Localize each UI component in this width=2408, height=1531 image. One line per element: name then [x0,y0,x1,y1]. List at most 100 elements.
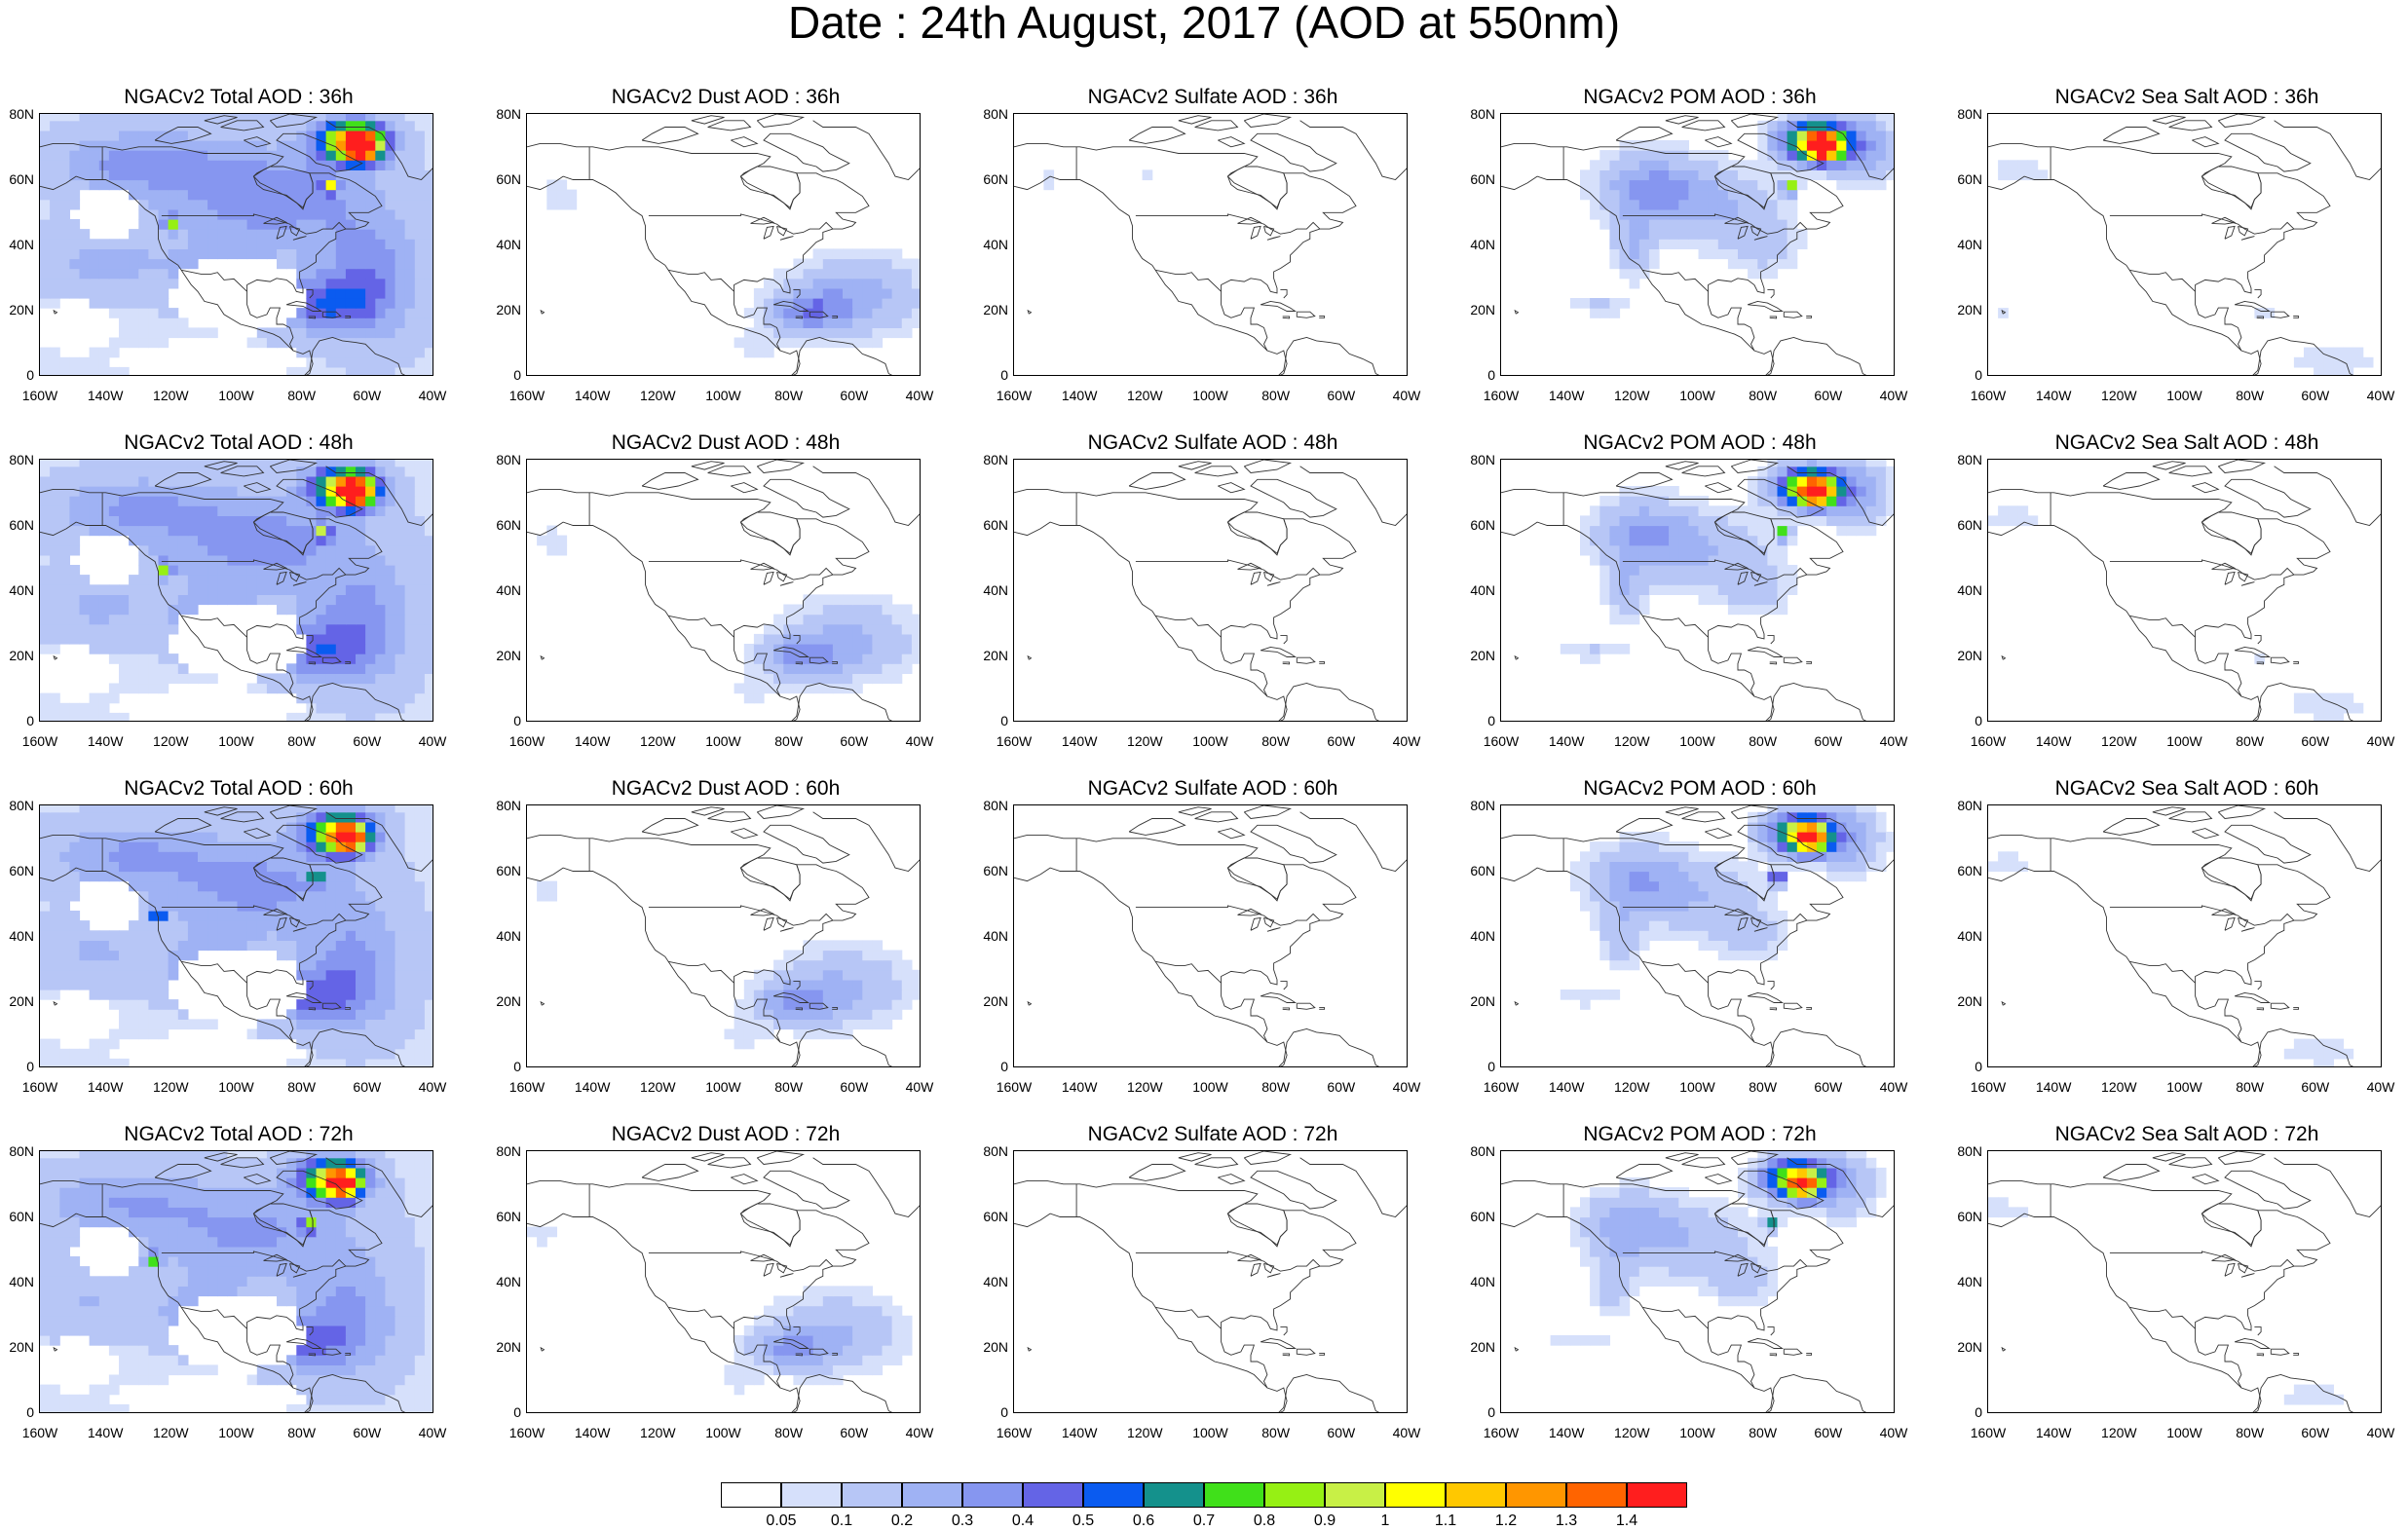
map-area: 80N 60N 40N 20N 0 160W 140W 120W 100W 80W 60W 40W [1470,107,1907,402]
aod-cell [256,911,268,921]
coastline [276,132,363,172]
lat-tick-label: 0 [1000,713,1008,728]
aod-cell [1678,900,1689,912]
aod-cell [1767,505,1779,516]
aod-cell [237,505,248,516]
aod-cell [753,969,765,981]
aod-cell [108,604,120,616]
aod-cell [852,337,863,349]
aod-cell [306,614,318,625]
aod-cell [129,229,139,240]
aod-cell [793,979,805,990]
aod-cell [1875,160,1887,170]
aod-cell [891,673,903,685]
lat-tick-label: 40N [1957,928,1982,944]
aod-cell [69,1048,81,1060]
coastline [154,127,212,144]
aod-cell [424,653,433,664]
aod-cell [1717,920,1729,931]
aod-cell [395,258,406,270]
lon-tick-label: 40W [1879,388,1908,403]
aod-cell [843,298,853,309]
aod-cell [365,692,376,704]
aod-cell [168,189,179,201]
coastline [2109,213,2295,235]
aod-cell [1748,199,1758,210]
lat-tick-label: 0 [1000,367,1008,383]
aod-cell [148,150,160,161]
aod-cell [1717,950,1729,961]
coastline [321,1002,342,1010]
aod-cell [148,911,160,921]
coastline [795,661,803,665]
aod-cell [98,584,110,595]
aod-cell [1638,248,1650,260]
aod-cell [365,832,376,842]
aod-cell [138,554,149,566]
aod-cell [296,712,307,721]
aod-cell [246,890,258,902]
aod-cell [1688,861,1700,873]
aod-cell [89,805,100,813]
coastline [2211,562,2237,571]
aod-cell [395,871,406,882]
aod-cell [365,179,376,191]
coastline [776,225,788,237]
aod-cell [1777,229,1788,240]
aod-cell [753,337,765,349]
lat-tick-label: 0 [1975,713,1982,728]
aod-cell [803,317,814,328]
aod-cell [316,1058,327,1066]
aod-cell [356,604,366,616]
aod-cell [325,851,337,862]
aod-cell [385,999,396,1010]
coastline [1319,1007,1326,1010]
aod-cell [148,614,160,625]
aod-cell [89,298,100,309]
aod-cell [59,851,70,862]
aod-cell [395,653,406,664]
coastline [812,466,920,526]
aod-cell [69,130,81,141]
aod-cell [1599,565,1610,576]
aod-cell [1717,930,1729,941]
aod-cell [1806,475,1818,487]
aod-cell [385,604,396,616]
lon-tick-label: 120W [1127,1079,1163,1095]
aod-cell [882,633,893,645]
aod-cell [129,179,139,191]
aod-cell [882,594,893,606]
aod-cell [59,554,70,566]
aod-cell [375,990,386,1000]
aod-cell [108,861,120,873]
coastline [252,857,314,900]
aod-cell [1669,239,1679,249]
aod-cell [812,959,824,971]
aod-cell [356,911,366,921]
aod-cell [89,604,100,616]
aod-cell [286,575,297,585]
aod-cell [129,287,139,299]
aod-cell [237,871,248,882]
aod-cell [108,287,120,299]
aod-cell [793,959,805,971]
aod-cell [119,366,130,375]
map-panel: NGACv2 Sea Salt AOD : 48h 80N 60N 40N 20N 0 16… [1948,431,2408,753]
aod-cell [256,861,268,873]
aod-cell [1569,990,1581,1000]
panel-title: NGACv2 Sulfate AOD : 60h [1087,777,1338,800]
aod-cell [129,130,139,141]
aod-cell [1717,544,1729,556]
aod-cell [177,1019,189,1030]
aod-cell [335,1009,347,1020]
aod-cell [266,327,278,339]
aod-cell [1738,871,1749,882]
aod-cell [1688,219,1700,230]
aod-cell [852,614,863,625]
aod-cell [177,1009,189,1020]
aod-cell [138,959,149,971]
aod-cell [50,544,60,556]
aod-cell [812,248,824,260]
aod-cell [98,1048,110,1060]
aod-cell [79,969,91,981]
